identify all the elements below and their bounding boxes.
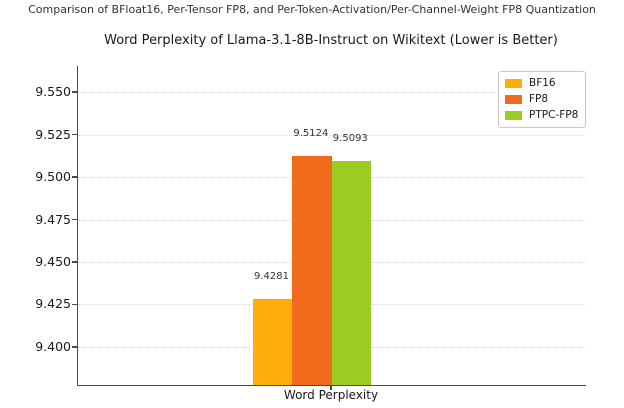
legend-swatch [505, 110, 522, 120]
y-tick-mark [72, 133, 77, 136]
y-tick-mark [72, 176, 77, 178]
y-tick-label: 9.475 [35, 211, 71, 227]
y-tick-mark [72, 346, 77, 348]
legend-label: FP8 [529, 93, 549, 105]
y-tick-label: 9.500 [35, 169, 71, 185]
bar-ptpc-fp8 [331, 161, 371, 385]
y-tick-mark [72, 261, 77, 263]
legend-swatch [505, 78, 522, 88]
chart-title: Word Perplexity of Llama-3.1-8B-Instruct… [104, 33, 558, 48]
legend-swatch [505, 94, 522, 104]
x-axis-category-label: Word Perplexity [283, 388, 379, 402]
y-tick-mark [72, 303, 77, 306]
legend-item: FP8 [505, 91, 585, 107]
y-tick-label: 9.400 [35, 338, 71, 354]
bar-fp8 [292, 156, 332, 385]
y-tick-label: 9.550 [35, 84, 71, 100]
legend-item: BF16 [505, 75, 585, 91]
y-tick-label: 9.450 [35, 254, 71, 270]
gridline [78, 134, 586, 136]
bar-bf16 [252, 299, 293, 385]
bar-value-label: 9.5124 [293, 128, 329, 140]
legend: BF16 FP8 PTPC-FP8 [498, 71, 586, 128]
y-tick-mark [72, 91, 77, 93]
y-tick-label: 9.525 [35, 126, 71, 142]
figure-suptitle: Comparison of BFloat16, Per-Tensor FP8, … [28, 3, 596, 16]
legend-item: PTPC-FP8 [505, 107, 585, 123]
legend-label: PTPC-FP8 [529, 109, 579, 121]
gridline [78, 92, 586, 94]
plot-area [77, 66, 586, 386]
bar-value-label: 9.4281 [254, 271, 289, 283]
x-axis-tick-mark [330, 386, 332, 390]
y-tick-mark [72, 218, 77, 221]
legend-label: BF16 [529, 77, 556, 89]
y-tick-label: 9.425 [35, 296, 71, 312]
bar-value-label: 9.5093 [332, 133, 368, 145]
